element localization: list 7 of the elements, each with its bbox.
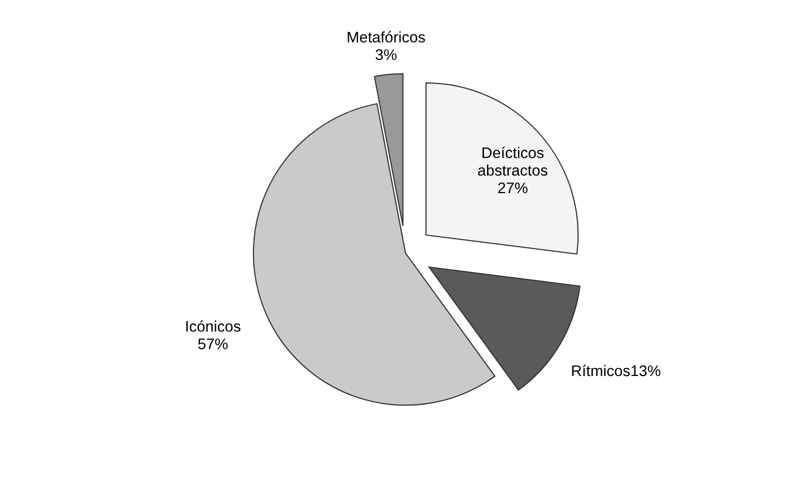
slice-label: Metafóricos: [348, 31, 425, 43]
data-label: 3%: [376, 49, 397, 60]
data-label: 27%: [498, 182, 528, 194]
data-label: 57%: [198, 338, 228, 350]
slice-label: Deícticos abstractos: [478, 146, 548, 176]
slice-label: Icónicos: [186, 320, 240, 332]
slice-label: Rítmicos13%: [572, 364, 660, 376]
